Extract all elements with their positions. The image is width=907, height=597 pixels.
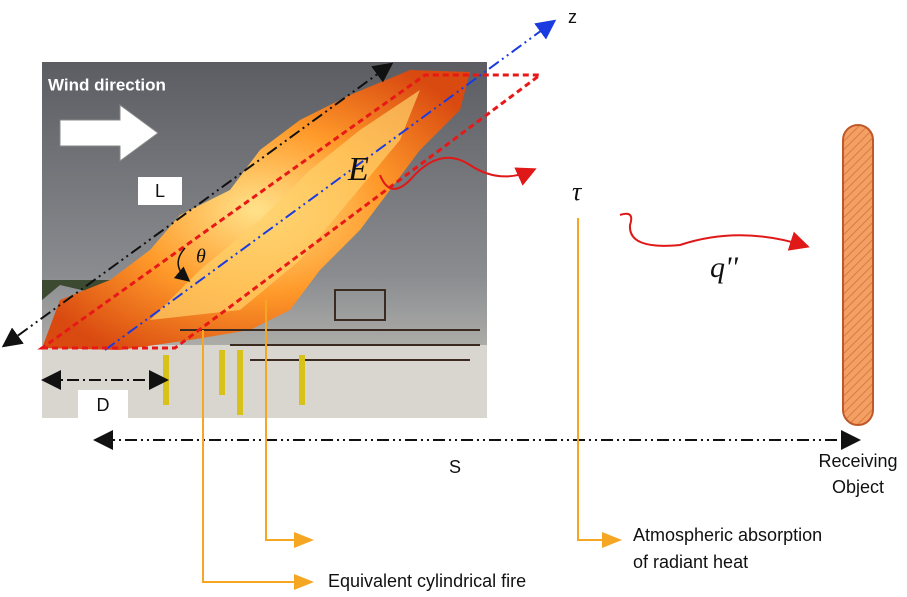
callout-line [578, 218, 618, 540]
s-label: S [449, 457, 461, 477]
theta-label: θ [196, 246, 206, 268]
receiving-label: Object [832, 477, 884, 497]
wind-label: Wind direction [48, 75, 166, 94]
z-label: z [568, 7, 577, 27]
receiving-label: Receiving [818, 451, 897, 471]
callout-text: of radiant heat [633, 552, 748, 572]
heat-wave-2 [620, 214, 806, 246]
d-label: D [97, 395, 110, 415]
photo [42, 62, 487, 418]
tau-label: τ [572, 177, 583, 206]
q-label: q'' [710, 251, 738, 284]
receiving-object [843, 125, 873, 425]
callout-text: Equivalent cylindrical fire [328, 571, 526, 591]
diagram: z Wind direction L E θ D S τ q'' Receivi… [0, 0, 907, 597]
e-label: E [347, 151, 369, 188]
callout-text: Atmospheric absorption [633, 525, 822, 545]
l-label: L [155, 181, 165, 201]
